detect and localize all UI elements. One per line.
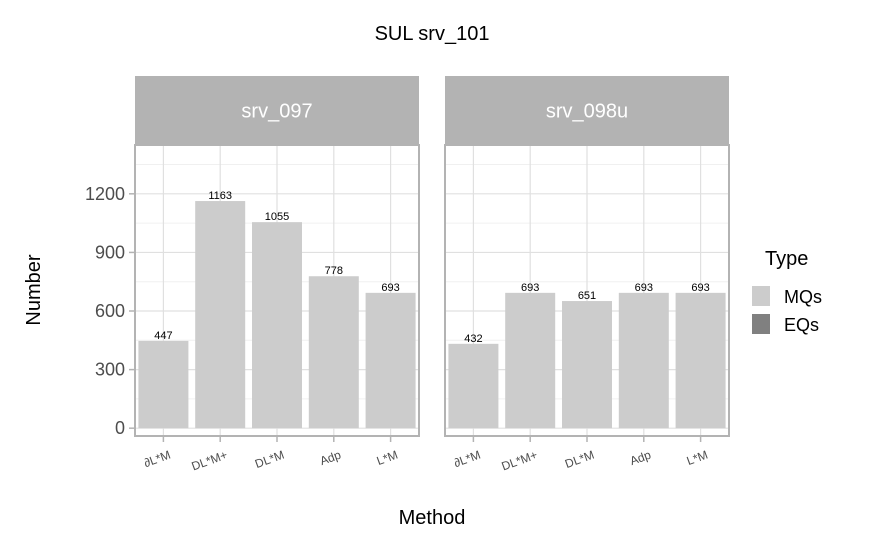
bar-value-label: 1163	[208, 190, 232, 202]
bar	[138, 340, 189, 429]
legend-key	[752, 314, 770, 334]
legend: Type MQs EQs	[752, 248, 822, 335]
bar-value-label: 651	[578, 290, 596, 302]
y-tick-label: 600	[95, 301, 125, 321]
legend-title: Type	[765, 248, 808, 270]
x-tick-label: ∂L*M	[452, 448, 482, 470]
x-axis-title: Method	[399, 507, 466, 529]
x-tick-label: DL*M	[563, 448, 596, 471]
bar-value-label: 693	[521, 282, 539, 294]
y-axis-title: Number	[23, 254, 45, 325]
legend-label: MQs	[784, 287, 822, 307]
legend-label: EQs	[784, 315, 819, 335]
facet-panel: srv_098u 432 693 651 693 693 ∂L*M DL*M+ DL*M Adp L…	[444, 76, 730, 474]
y-tick-label: 0	[115, 418, 125, 438]
bar-value-label: 447	[154, 330, 172, 342]
x-tick-label: Adp	[318, 448, 343, 469]
facets: srv_097 447 1163 1055 778 693 ∂L*M DL*M+ DL*M Adp…	[85, 76, 730, 474]
bar	[505, 292, 556, 429]
x-tick-label: Adp	[628, 448, 653, 469]
bar-value-label: 1055	[265, 211, 289, 223]
facet-strip-label: srv_098u	[546, 101, 628, 123]
facet-strip	[135, 76, 419, 145]
x-tick-label: L*M	[685, 448, 710, 468]
bar	[308, 276, 359, 429]
bar-value-label: 778	[325, 265, 343, 277]
bar-value-label: 432	[464, 333, 482, 345]
facet-panel: srv_097 447 1163 1055 778 693 ∂L*M DL*M+ DL*M Adp…	[85, 76, 420, 474]
bar	[618, 292, 669, 429]
x-tick-label: ∂L*M	[142, 448, 172, 470]
bar	[252, 222, 302, 429]
facet-strip-label: srv_097	[241, 101, 312, 123]
bar	[675, 292, 726, 429]
y-tick-label: 1200	[85, 184, 125, 204]
bar	[365, 292, 416, 429]
bar	[562, 301, 612, 429]
x-tick-label: DL*M+	[500, 448, 540, 474]
facet-strip	[445, 76, 729, 145]
legend-key	[752, 286, 770, 306]
bar-value-label: 693	[691, 282, 709, 294]
y-tick-label: 300	[95, 360, 125, 380]
bar-value-label: 693	[381, 282, 399, 294]
chart-title: SUL srv_101	[375, 23, 490, 45]
bar	[195, 201, 246, 429]
x-tick-label: L*M	[375, 448, 400, 468]
bar	[448, 343, 499, 429]
bar-value-label: 693	[635, 282, 653, 294]
y-tick-label: 900	[95, 242, 125, 262]
x-tick-label: DL*M	[253, 448, 286, 471]
x-tick-label: DL*M+	[190, 448, 230, 474]
